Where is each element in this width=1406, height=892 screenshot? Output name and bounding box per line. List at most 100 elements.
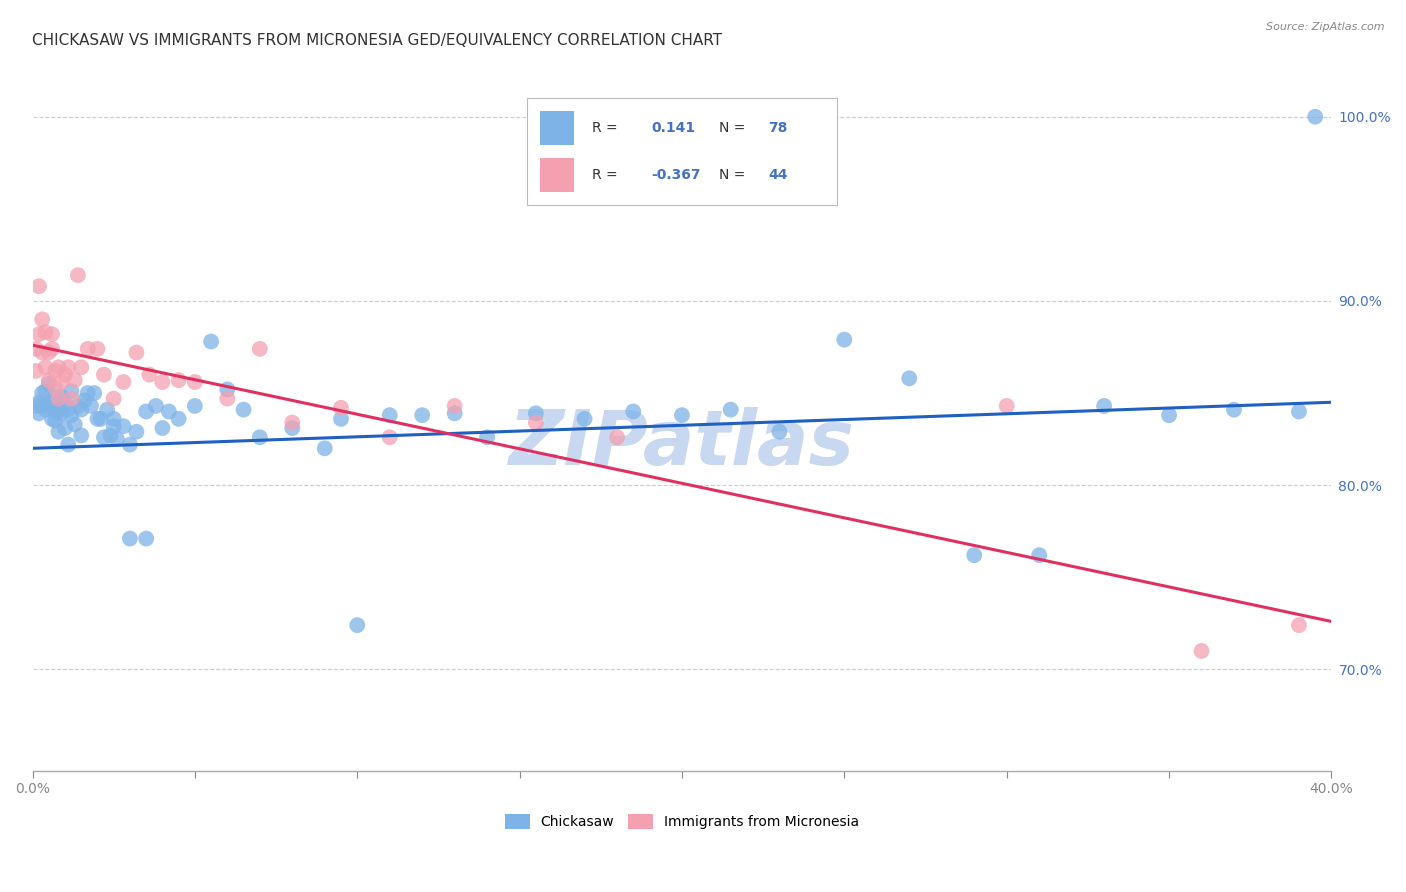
Point bbox=[86, 342, 108, 356]
Point bbox=[60, 384, 83, 399]
Point bbox=[103, 419, 125, 434]
Point bbox=[48, 404, 70, 418]
Point bbox=[118, 532, 141, 546]
Point bbox=[93, 368, 115, 382]
Point bbox=[34, 384, 56, 399]
Point bbox=[53, 395, 76, 409]
Point bbox=[31, 345, 53, 359]
Point bbox=[44, 414, 66, 428]
Point bbox=[112, 375, 135, 389]
Point bbox=[1288, 404, 1310, 418]
Point bbox=[281, 416, 304, 430]
Point bbox=[152, 375, 174, 389]
Text: 44: 44 bbox=[769, 169, 787, 182]
Point bbox=[28, 406, 51, 420]
Point bbox=[66, 268, 89, 282]
Point bbox=[475, 430, 498, 444]
Point bbox=[41, 327, 63, 342]
Point bbox=[125, 425, 148, 439]
Point bbox=[63, 417, 86, 432]
Point bbox=[28, 327, 51, 342]
Point bbox=[167, 412, 190, 426]
Point bbox=[58, 437, 80, 451]
Point bbox=[834, 333, 856, 347]
Text: 0.141: 0.141 bbox=[651, 121, 695, 135]
Point bbox=[24, 399, 46, 413]
Point bbox=[103, 392, 125, 406]
Point bbox=[125, 345, 148, 359]
Point bbox=[135, 404, 157, 418]
Point bbox=[70, 360, 93, 375]
Point bbox=[135, 532, 157, 546]
Point bbox=[621, 404, 644, 418]
Point bbox=[86, 412, 108, 426]
Point bbox=[34, 326, 56, 340]
Text: Source: ZipAtlas.com: Source: ZipAtlas.com bbox=[1267, 22, 1385, 32]
Point bbox=[38, 373, 60, 387]
Point bbox=[1223, 402, 1246, 417]
Point bbox=[378, 430, 401, 444]
Point bbox=[44, 404, 66, 418]
Point bbox=[38, 345, 60, 359]
Legend: Chickasaw, Immigrants from Micronesia: Chickasaw, Immigrants from Micronesia bbox=[499, 809, 865, 835]
Point bbox=[217, 383, 239, 397]
Point bbox=[96, 402, 118, 417]
Point bbox=[118, 437, 141, 451]
Point bbox=[524, 416, 547, 430]
Point bbox=[53, 368, 76, 382]
Point bbox=[31, 399, 53, 413]
Point bbox=[58, 402, 80, 417]
Point bbox=[606, 430, 628, 444]
Point bbox=[76, 386, 98, 401]
Point bbox=[38, 397, 60, 411]
Point bbox=[44, 364, 66, 378]
Point bbox=[1288, 618, 1310, 632]
Point bbox=[38, 376, 60, 391]
Point bbox=[34, 360, 56, 375]
Point bbox=[51, 390, 73, 404]
Point bbox=[60, 392, 83, 406]
Point bbox=[83, 386, 105, 401]
Text: N =: N = bbox=[718, 169, 745, 182]
Bar bbox=[540, 111, 574, 145]
Point bbox=[70, 428, 93, 442]
Point bbox=[411, 408, 433, 422]
Text: N =: N = bbox=[718, 121, 745, 135]
Point bbox=[80, 399, 103, 413]
Text: -0.367: -0.367 bbox=[651, 169, 700, 182]
Point bbox=[31, 312, 53, 326]
Point bbox=[217, 392, 239, 406]
Point bbox=[249, 430, 271, 444]
Point bbox=[898, 371, 921, 385]
Point bbox=[63, 373, 86, 387]
Point bbox=[524, 406, 547, 420]
Point bbox=[1157, 408, 1180, 422]
Point bbox=[48, 425, 70, 439]
Point bbox=[90, 412, 112, 426]
Point bbox=[51, 406, 73, 420]
Point bbox=[112, 419, 135, 434]
Point bbox=[378, 408, 401, 422]
Point bbox=[443, 399, 465, 413]
Point bbox=[768, 425, 790, 439]
Point bbox=[152, 421, 174, 435]
Point bbox=[184, 399, 207, 413]
Point bbox=[249, 342, 271, 356]
Point bbox=[281, 421, 304, 435]
Point bbox=[48, 392, 70, 406]
Point bbox=[574, 412, 596, 426]
Point bbox=[1092, 399, 1115, 413]
Point bbox=[330, 412, 353, 426]
Point bbox=[330, 401, 353, 415]
Point bbox=[28, 395, 51, 409]
Text: R =: R = bbox=[592, 169, 617, 182]
Point bbox=[157, 404, 180, 418]
Point bbox=[51, 375, 73, 389]
Point bbox=[73, 393, 96, 408]
Point bbox=[24, 342, 46, 356]
Point bbox=[200, 334, 222, 349]
Point bbox=[66, 399, 89, 413]
Bar bbox=[540, 158, 574, 193]
Point bbox=[93, 430, 115, 444]
Point bbox=[53, 421, 76, 435]
